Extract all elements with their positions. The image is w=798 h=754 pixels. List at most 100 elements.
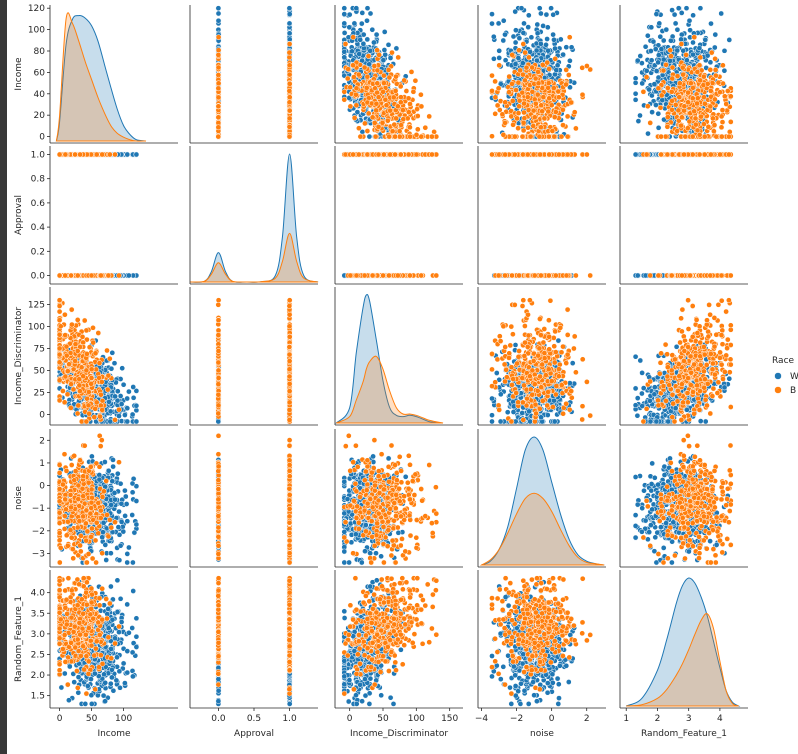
scatter-point [525, 24, 532, 30]
scatter-point [353, 5, 360, 12]
scatter-point [429, 133, 435, 140]
scatter-point [552, 45, 558, 52]
scatter-point [499, 111, 506, 118]
scatter-point [556, 94, 562, 101]
scatter-point [508, 113, 515, 120]
scatter-point [560, 51, 566, 58]
scatter-point [392, 88, 399, 94]
scatter-point [521, 115, 528, 122]
scatter-point [492, 94, 499, 101]
scatter-point [74, 272, 81, 279]
scatter-point [679, 114, 685, 121]
scatter-point [286, 115, 293, 122]
scatter-point [395, 54, 402, 61]
scatter-point [676, 80, 683, 87]
scatter-point [664, 114, 671, 120]
scatter-point [573, 125, 579, 132]
scatter-point [726, 133, 732, 140]
scatter-point [632, 79, 639, 86]
scatter-point [527, 133, 534, 140]
scatter-point [379, 119, 386, 126]
scatter-point [397, 83, 404, 90]
scatter-point [512, 61, 519, 67]
scatter-point [534, 30, 541, 37]
scatter-point [525, 12, 532, 19]
scatter-point [632, 96, 639, 103]
scatter-point [366, 133, 373, 140]
scatter-point [362, 120, 368, 127]
scatter-point [712, 31, 719, 38]
scatter-point [515, 125, 521, 132]
scatter-point [344, 75, 351, 82]
scatter-point [491, 55, 497, 62]
scatter-point [689, 95, 696, 102]
scatter-point [655, 124, 662, 131]
scatter-point [579, 91, 586, 98]
scatter-point [536, 133, 543, 140]
scatter-point [364, 36, 371, 43]
scatter-point [672, 20, 679, 27]
scatter-point [528, 34, 535, 41]
scatter-point [414, 126, 421, 133]
scatter-point [549, 128, 556, 134]
scatter-point [341, 11, 348, 17]
scatter-point [678, 41, 685, 47]
scatter-point [407, 101, 413, 107]
scatter-point [62, 272, 69, 279]
scatter-point [719, 107, 726, 113]
scatter-point [522, 49, 528, 56]
scatter-point [386, 74, 393, 81]
scatter-point [286, 54, 293, 61]
scatter-point [513, 27, 519, 34]
scatter-point [532, 100, 539, 107]
scatter-point [694, 69, 701, 75]
scatter-point [286, 41, 293, 47]
scatter-point [356, 51, 363, 57]
kde-income-w [55, 15, 147, 142]
scatter-point [535, 80, 542, 87]
scatter-point [655, 52, 662, 58]
scatter-point [376, 52, 382, 58]
scatter-point [709, 80, 716, 86]
scatter-point [644, 32, 651, 39]
scatter-point [707, 66, 714, 73]
scatter-point [371, 39, 377, 46]
scatter-point [697, 5, 704, 12]
scatter-point [530, 123, 537, 129]
scatter-point [373, 31, 380, 38]
scatter-point [690, 84, 696, 91]
scatter-point [553, 67, 560, 73]
scatter-point [531, 114, 538, 121]
scatter-point [535, 69, 541, 75]
scatter-point [347, 84, 354, 91]
scatter-point [383, 102, 390, 109]
scatter-point [675, 107, 682, 114]
scatter-point [405, 109, 412, 116]
scatter-point [720, 62, 726, 69]
scatter-point [215, 10, 222, 17]
scatter-point [544, 24, 551, 31]
scatter-point [387, 107, 394, 114]
scatter-point [702, 36, 709, 43]
scatter-point [506, 89, 512, 96]
scatter-point [496, 62, 503, 69]
scatter-point [215, 17, 222, 24]
scatter-point [712, 67, 719, 73]
scatter-point [681, 103, 688, 110]
scatter-point [637, 53, 644, 59]
scatter-point [215, 124, 222, 131]
scatter-point [126, 272, 132, 279]
scatter-point [215, 85, 222, 92]
scatter-point [685, 99, 691, 106]
scatter-point [403, 88, 410, 94]
scatter-point [286, 107, 293, 114]
scatter-point [393, 45, 400, 52]
scatter-point [648, 57, 655, 64]
scatter-point [124, 151, 131, 158]
scatter-point [431, 129, 437, 135]
scatter-point [286, 80, 293, 87]
scatter-point [489, 11, 495, 17]
scatter-point [215, 133, 222, 140]
scatter-point [515, 55, 522, 61]
scatter-point [705, 123, 712, 130]
